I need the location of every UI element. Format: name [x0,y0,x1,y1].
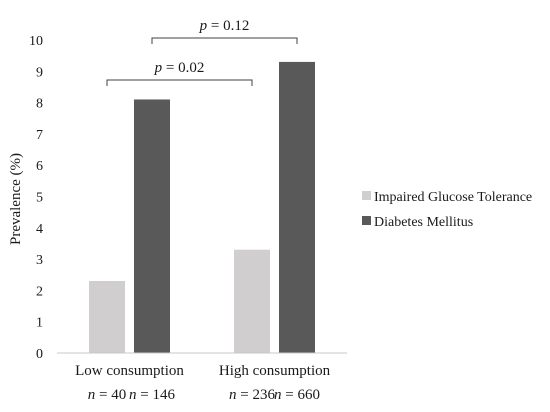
sample-size-label: n = 660 [274,387,320,403]
x-axis-labels: Low consumption High consumption [75,363,330,379]
x-category-label: High consumption [219,363,331,379]
legend-label: Diabetes Mellitus [374,215,473,230]
y-tick-label: 9 [36,65,43,80]
y-tick-label: 2 [36,284,43,299]
x-category-label: Low consumption [75,363,184,379]
legend: Impaired Glucose Tolerance Diabetes Melli… [362,190,532,230]
p-value-label: p = 0.02 [154,60,205,76]
y-tick-label: 3 [36,253,43,268]
sample-size-label: n = 236 [229,387,275,403]
significance-bracket [106,79,253,86]
p-value-label: p = 0.12 [199,18,250,34]
y-tick-label: 4 [36,222,43,237]
y-axis-ticks: 0 1 2 3 4 5 6 7 8 9 10 [29,34,43,362]
sample-size-labels: n = 40 n = 236 n = 146 n = 660 [88,387,320,403]
bar [279,61,315,353]
legend-label: Impaired Glucose Tolerance [374,190,532,205]
bar [89,281,125,353]
y-tick-label: 8 [36,97,43,112]
y-tick-label: 1 [36,316,43,331]
legend-swatch [362,191,371,200]
significance-bracket [151,37,298,44]
sample-size-label: n = 146 [129,387,175,403]
y-axis-label: Prevalence (%) [8,153,24,245]
bars [89,61,315,353]
y-tick-label: 5 [36,191,43,206]
bar [134,99,170,353]
y-tick-label: 10 [29,34,43,49]
significance-brackets: p = 0.02 p = 0.12 [106,18,298,86]
sample-size-label: n = 40 [88,387,126,403]
legend-swatch [362,216,371,225]
y-tick-label: 6 [36,159,43,174]
y-tick-label: 0 [36,347,43,362]
y-tick-label: 7 [36,128,43,143]
bar [234,249,270,353]
